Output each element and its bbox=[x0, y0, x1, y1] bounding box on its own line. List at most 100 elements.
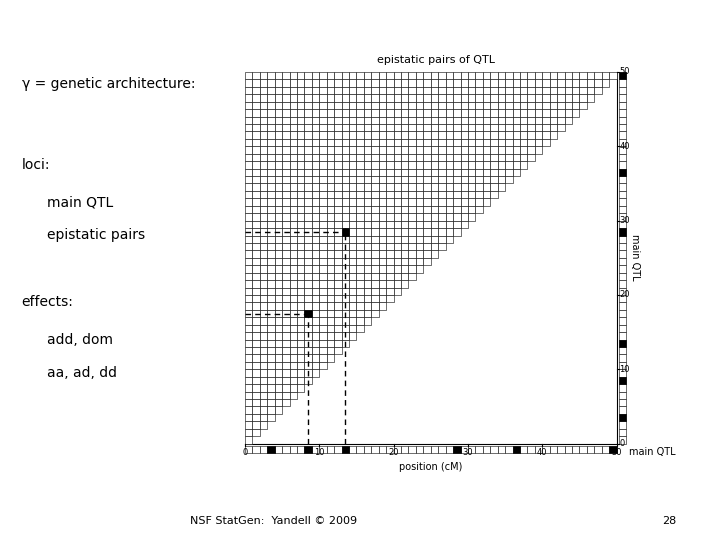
Bar bbox=[245, 124, 252, 131]
Bar bbox=[549, 124, 557, 131]
Bar bbox=[282, 280, 289, 287]
Bar bbox=[416, 221, 423, 228]
Bar bbox=[453, 72, 461, 79]
Bar bbox=[372, 198, 379, 206]
Bar bbox=[528, 124, 535, 131]
Bar bbox=[312, 287, 319, 295]
Bar bbox=[505, 117, 513, 124]
Bar bbox=[379, 221, 386, 228]
Bar bbox=[245, 228, 252, 235]
Bar bbox=[408, 243, 416, 251]
Bar bbox=[245, 102, 252, 109]
Bar bbox=[334, 198, 341, 206]
Bar bbox=[327, 117, 334, 124]
Bar bbox=[356, 251, 364, 258]
Bar bbox=[386, 228, 394, 235]
Bar bbox=[356, 287, 364, 295]
Bar bbox=[513, 146, 520, 154]
Bar bbox=[319, 340, 327, 347]
Bar bbox=[327, 318, 334, 325]
Bar bbox=[619, 384, 626, 392]
Bar bbox=[483, 72, 490, 79]
Bar bbox=[394, 243, 401, 251]
Bar bbox=[475, 72, 483, 79]
Bar bbox=[297, 102, 305, 109]
Bar bbox=[528, 87, 535, 94]
Bar bbox=[498, 87, 505, 94]
Bar bbox=[334, 228, 341, 235]
Bar bbox=[312, 265, 319, 273]
Bar bbox=[438, 191, 446, 198]
Text: 30: 30 bbox=[463, 448, 473, 457]
Bar bbox=[349, 235, 356, 243]
Bar bbox=[305, 258, 312, 265]
Bar bbox=[394, 79, 401, 87]
Bar bbox=[379, 251, 386, 258]
Text: 50: 50 bbox=[611, 448, 622, 457]
Bar bbox=[468, 131, 475, 139]
Bar bbox=[245, 221, 252, 228]
Bar bbox=[498, 117, 505, 124]
Bar bbox=[334, 332, 341, 340]
Bar bbox=[334, 139, 341, 146]
Bar bbox=[260, 258, 267, 265]
Bar bbox=[282, 302, 289, 310]
Bar bbox=[364, 109, 372, 117]
Bar bbox=[312, 109, 319, 117]
Bar bbox=[334, 168, 341, 176]
Bar bbox=[416, 176, 423, 184]
Bar bbox=[319, 287, 327, 295]
Bar bbox=[274, 184, 282, 191]
Bar bbox=[341, 72, 349, 79]
Bar bbox=[364, 206, 372, 213]
Bar bbox=[341, 79, 349, 87]
Bar bbox=[619, 407, 626, 414]
Bar bbox=[416, 72, 423, 79]
Bar bbox=[245, 295, 252, 302]
Bar bbox=[312, 302, 319, 310]
Bar bbox=[364, 79, 372, 87]
Bar bbox=[386, 102, 394, 109]
Bar bbox=[431, 72, 438, 79]
Bar bbox=[341, 310, 349, 318]
Bar bbox=[274, 310, 282, 318]
Text: add, dom: add, dom bbox=[47, 333, 113, 347]
Bar bbox=[267, 154, 274, 161]
Bar bbox=[438, 72, 446, 79]
Bar bbox=[572, 72, 580, 79]
Bar bbox=[305, 251, 312, 258]
Bar bbox=[260, 265, 267, 273]
Bar bbox=[475, 102, 483, 109]
Bar bbox=[312, 325, 319, 332]
Bar bbox=[535, 124, 542, 131]
Bar bbox=[401, 191, 408, 198]
Bar bbox=[408, 139, 416, 146]
Bar bbox=[513, 79, 520, 87]
Bar bbox=[394, 280, 401, 287]
Bar bbox=[394, 228, 401, 235]
Bar bbox=[245, 377, 252, 384]
Bar bbox=[619, 347, 626, 354]
Bar bbox=[327, 446, 334, 453]
Bar bbox=[446, 131, 453, 139]
Bar bbox=[267, 347, 274, 354]
Bar bbox=[386, 251, 394, 258]
Bar bbox=[327, 251, 334, 258]
Bar bbox=[349, 124, 356, 131]
Bar bbox=[520, 446, 528, 453]
Bar bbox=[619, 176, 626, 184]
Bar bbox=[587, 72, 594, 79]
Bar bbox=[401, 198, 408, 206]
Bar bbox=[282, 124, 289, 131]
Bar bbox=[356, 310, 364, 318]
Bar bbox=[379, 131, 386, 139]
Bar bbox=[334, 446, 341, 453]
Bar bbox=[334, 94, 341, 102]
Bar bbox=[297, 369, 305, 377]
Bar bbox=[245, 161, 252, 168]
Bar bbox=[490, 146, 498, 154]
Bar bbox=[453, 109, 461, 117]
Bar bbox=[305, 295, 312, 302]
Text: epistatic pairs: epistatic pairs bbox=[47, 228, 145, 242]
Bar bbox=[267, 280, 274, 287]
